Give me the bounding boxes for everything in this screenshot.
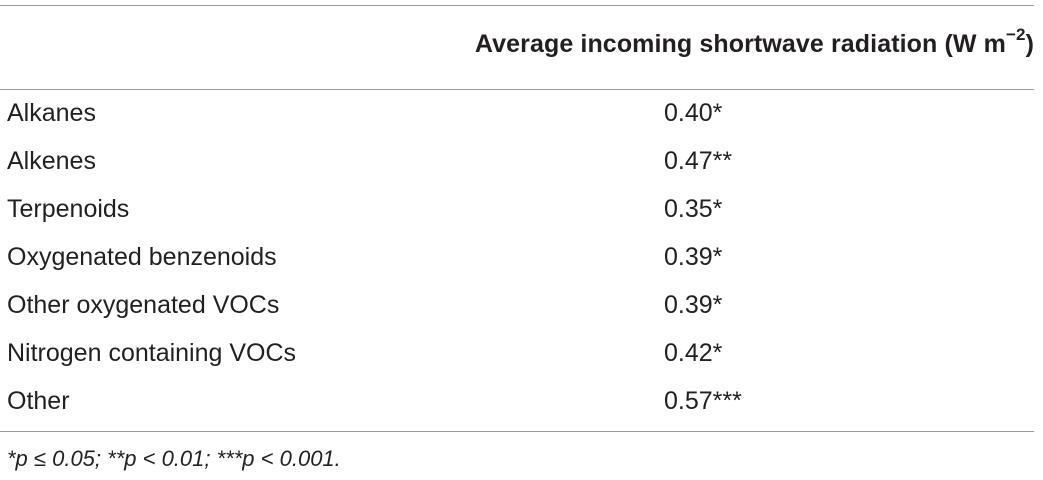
table-top-rule <box>0 5 1034 6</box>
row-label: Alkenes <box>7 147 96 175</box>
table-row: Terpenoids 0.35* <box>0 186 1034 234</box>
table-footnote: *p ≤ 0.05; **p < 0.01; ***p < 0.001. <box>7 446 341 471</box>
row-value: 0.40* <box>664 99 723 127</box>
row-label: Terpenoids <box>7 195 130 223</box>
row-value: 0.39* <box>664 291 723 319</box>
row-label: Nitrogen containing VOCs <box>7 339 297 367</box>
table-header-rule <box>0 89 1034 90</box>
row-label: Alkanes <box>7 99 96 127</box>
row-value: 0.57*** <box>664 387 742 415</box>
column-header-radiation: Average incoming shortwave radiation (W … <box>474 26 1034 59</box>
table-row: Alkenes 0.47** <box>0 138 1034 186</box>
table-row: Other 0.57*** <box>0 378 1034 426</box>
table-bottom-rule <box>0 431 1034 432</box>
row-value: 0.47** <box>664 147 733 175</box>
column-header-close: ) <box>1025 30 1034 58</box>
row-value: 0.42* <box>664 339 723 367</box>
row-label: Other <box>7 387 70 415</box>
row-value: 0.39* <box>664 243 723 271</box>
table-body: Alkanes 0.40* Alkenes 0.47** Terpenoids … <box>0 90 1034 426</box>
table-row: Oxygenated benzenoids 0.39* <box>0 234 1034 282</box>
row-label: Other oxygenated VOCs <box>7 291 280 319</box>
table-header-row: Average incoming shortwave radiation (W … <box>0 22 1034 70</box>
column-header-superscript: −2 <box>1005 24 1026 44</box>
column-header-text: Average incoming shortwave radiation (W … <box>474 30 1006 58</box>
row-label: Oxygenated benzenoids <box>7 243 277 271</box>
table-row: Nitrogen containing VOCs 0.42* <box>0 330 1034 378</box>
table-row: Alkanes 0.40* <box>0 90 1034 138</box>
table-row: Other oxygenated VOCs 0.39* <box>0 282 1034 330</box>
row-value: 0.35* <box>664 195 723 223</box>
